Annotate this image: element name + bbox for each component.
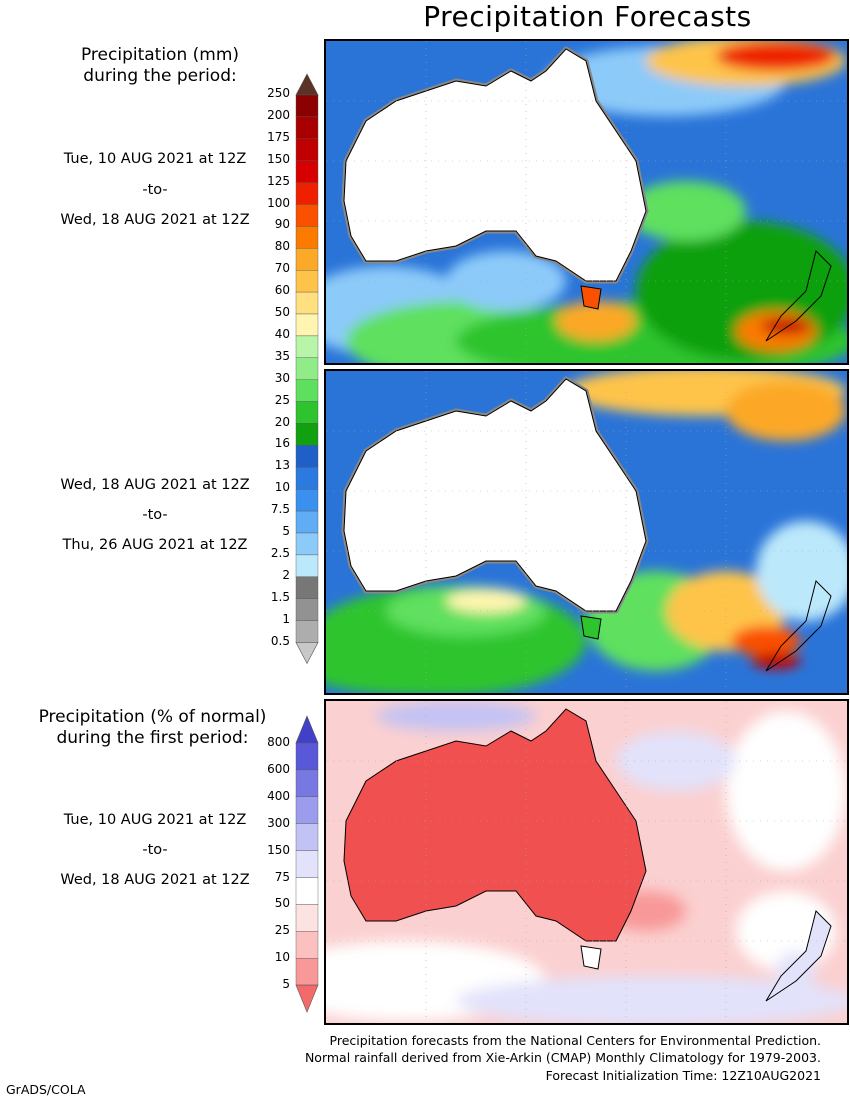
colorbar-graphic: [295, 715, 319, 1013]
period1-start: Tue, 10 AUG 2021 at 12Z: [63, 151, 247, 167]
period2-to: -to-: [142, 507, 168, 523]
anomaly-legend-header: Precipitation (% of normal) during the f…: [0, 707, 305, 749]
colorbar-tick-label: 200: [267, 107, 290, 122]
colorbar-tick-label: 150: [267, 842, 290, 857]
colorbar-swatch: [295, 877, 319, 905]
forecast-map-period1: [324, 39, 849, 365]
colorbar-tick-label: 400: [267, 788, 290, 803]
colorbar-swatch: [295, 769, 319, 798]
colorbar-tick-label: 175: [267, 129, 290, 144]
period3-end: Wed, 18 AUG 2021 at 12Z: [60, 872, 250, 888]
colorbar-tick-label: 30: [274, 370, 290, 385]
colorbar-tick-label: 40: [274, 326, 290, 341]
colorbar-tick-label: 16: [274, 436, 290, 451]
colorbar-swatch: [295, 742, 319, 771]
colorbar-tick-label: 75: [274, 869, 290, 884]
software-label: GrADS/COLA: [6, 1082, 86, 1097]
period2-start: Wed, 18 AUG 2021 at 12Z: [60, 477, 250, 493]
colorbar-tick-label: 25: [274, 392, 290, 407]
precip-legend-header: Precipitation (mm) during the period:: [10, 45, 310, 87]
period3-start: Tue, 10 AUG 2021 at 12Z: [63, 812, 247, 828]
colorbar-bottom-arrow: [295, 642, 319, 665]
anomaly-legend-header-line2: during the first period:: [56, 728, 249, 748]
colorbar-tick-label: 125: [267, 173, 290, 188]
colorbar-tick-label: 13: [274, 458, 290, 473]
colorbar-swatch: [295, 904, 319, 932]
period2-end: Thu, 26 AUG 2021 at 12Z: [62, 537, 248, 553]
colorbar-tick-label: 5: [282, 524, 290, 538]
colorbar-top-arrow: [295, 715, 319, 744]
colorbar-tick-label: 100: [267, 195, 290, 210]
colorbar-tick-label: 70: [274, 261, 290, 276]
period3-to: -to-: [142, 842, 168, 858]
colorbar-tick-label: 25: [274, 923, 290, 938]
colorbar-tick-label: 80: [274, 239, 290, 254]
colorbar-tick-label: 150: [267, 151, 290, 166]
period1-to: -to-: [142, 182, 168, 198]
colorbar-tick-label: 0.5: [270, 633, 290, 648]
colorbar-tick-label: 5: [282, 977, 290, 992]
colorbar-tick-label: 50: [274, 896, 290, 911]
colorbar-swatch: [295, 958, 319, 986]
colorbar-swatch: [295, 823, 319, 851]
credit-line2: Normal rainfall derived from Xie-Arkin (…: [304, 1050, 821, 1065]
colorbar-tick-label: 800: [267, 735, 290, 749]
page-title: Precipitation Forecasts: [423, 0, 752, 33]
colorbar-swatch: [295, 931, 319, 959]
colorbar-tick-label: 7.5: [270, 502, 290, 517]
colorbar-tick-label: 60: [274, 283, 290, 298]
colorbar-tick-label: 20: [274, 414, 290, 429]
colorbar-tick-label: 600: [267, 761, 290, 776]
anomaly-legend-header-line1: Precipitation (% of normal): [38, 707, 267, 727]
colorbar-swatch: [295, 796, 319, 824]
precip-legend-header-line1: Precipitation (mm): [80, 45, 240, 65]
colorbar-tick-label: 1.5: [270, 589, 290, 604]
colorbar-tick-label: 1: [282, 611, 290, 626]
period1-end: Wed, 18 AUG 2021 at 12Z: [60, 212, 250, 228]
colorbar-tick-label: 300: [267, 815, 290, 830]
colorbar-bottom-arrow: [295, 984, 319, 1013]
colorbar-tick-label: 50: [274, 305, 290, 319]
colorbar-graphic: [295, 73, 319, 665]
colorbar-tick-label: 10: [274, 950, 290, 965]
colorbar-tick-label: 250: [267, 86, 290, 100]
colorbar-tick-label: 2.5: [270, 545, 290, 560]
colorbar-tick-label: 35: [274, 348, 290, 363]
colorbar-tick-label: 10: [274, 480, 290, 495]
colorbar-tick-label: 90: [274, 217, 290, 232]
colorbar-tick-label: 2: [282, 567, 290, 582]
credit-line1: Precipitation forecasts from the Nationa…: [329, 1033, 821, 1048]
anomaly-map-period1: [324, 699, 849, 1025]
forecast-map-period2: [324, 369, 849, 695]
credit-line3: Forecast Initialization Time: 12Z10AUG20…: [545, 1068, 821, 1083]
precip-legend-header-line2: during the period:: [83, 66, 237, 86]
colorbar-swatch: [295, 850, 319, 878]
